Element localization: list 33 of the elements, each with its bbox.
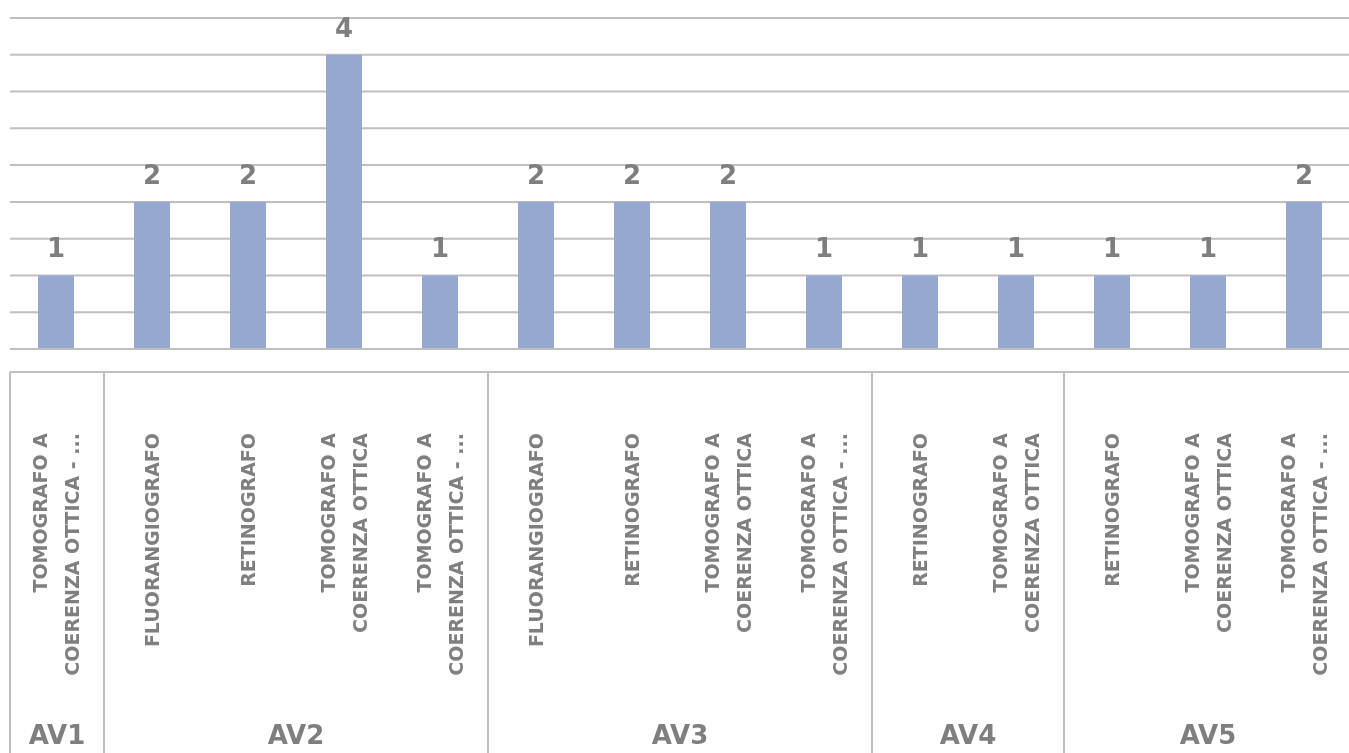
text: AV3 [651, 720, 709, 750]
x-tick-label: TOMOGRAFO A COERENZA OTTICA [989, 432, 1043, 633]
data-label: 2 [622, 159, 642, 190]
x-tick-label: TOMOGRAFO A COERENZA OTTICA - ... [797, 432, 851, 676]
text: AV4 [939, 720, 997, 750]
data-label: 2 [526, 159, 546, 190]
data-label: 1 [1102, 233, 1122, 264]
text: AV1 [28, 720, 86, 750]
x-tick-label: TOMOGRAFO A COERENZA OTTICA - ... [29, 432, 83, 676]
data-label: 2 [238, 159, 258, 190]
data-label: 1 [46, 233, 66, 264]
x-tick-label: FLUORANGIOGRAFO [525, 433, 547, 648]
data-label: 1 [910, 233, 930, 264]
data-label: 2 [1294, 159, 1314, 190]
x-tick-label: TOMOGRAFO A COERENZA OTTICA - ... [413, 432, 467, 676]
text: AV2 [267, 720, 325, 750]
x-tick-label: TOMOGRAFO A COERENZA OTTICA [701, 432, 755, 633]
x-tick-label: FLUORANGIOGRAFO [141, 433, 163, 648]
data-label: 4 [334, 12, 354, 43]
x-tick-label: RETINOGRAFO [237, 433, 259, 587]
x-tick-label: TOMOGRAFO A COERENZA OTTICA [1181, 432, 1235, 633]
text: AV5 [1179, 720, 1237, 750]
data-label: 1 [1198, 233, 1218, 264]
data-label: 1 [1006, 233, 1026, 264]
x-tick-label: RETINOGRAFO [621, 433, 643, 587]
data-label: 1 [430, 233, 450, 264]
x-tick-label: TOMOGRAFO A COERENZA OTTICA [317, 432, 371, 633]
data-label: 2 [142, 159, 162, 190]
data-label: 2 [718, 159, 738, 190]
x-tick-label: TOMOGRAFO A COERENZA OTTICA - ... [1277, 432, 1331, 676]
data-label: 1 [814, 233, 834, 264]
x-tick-label: RETINOGRAFO [909, 433, 931, 587]
x-tick-label: RETINOGRAFO [1101, 433, 1123, 587]
